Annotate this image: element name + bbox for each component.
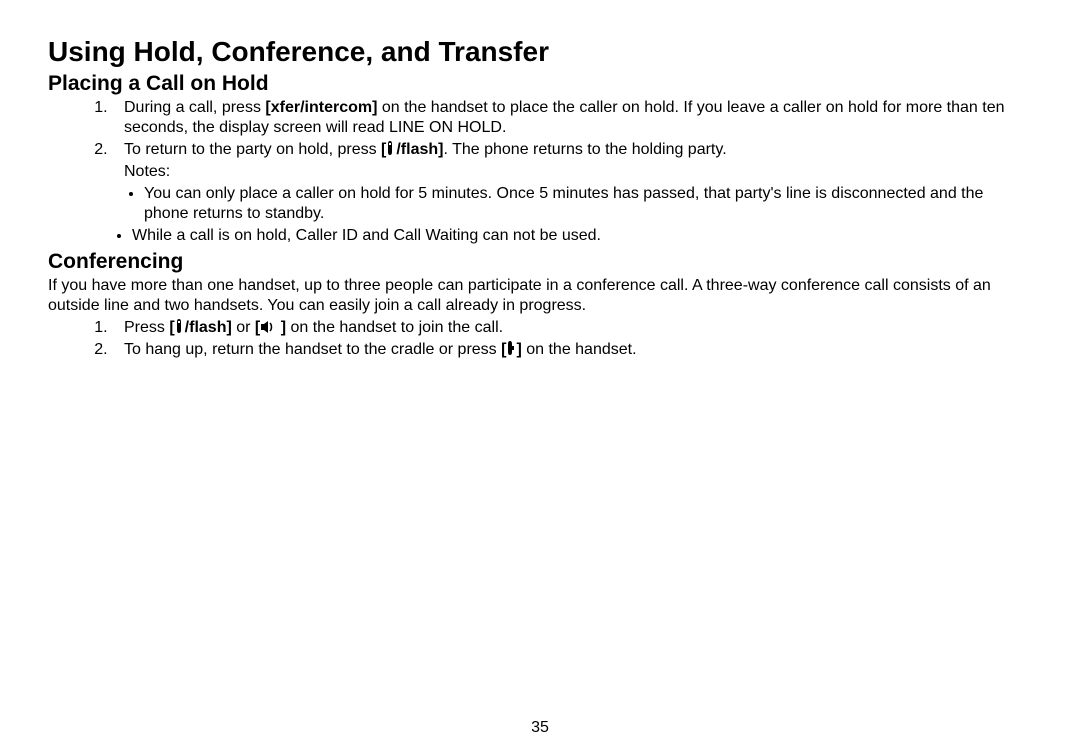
section-heading-conf: Conferencing <box>48 250 1032 274</box>
speaker-key-close: ] <box>276 319 286 336</box>
conf-steps-list: Press [/flash] or [ ] on the handset to … <box>48 318 1032 360</box>
page-number: 35 <box>0 719 1080 737</box>
hold-steps-list: During a call, press [xfer/intercom] on … <box>48 98 1032 224</box>
text: To return to the party on hold, press <box>124 141 381 158</box>
text: on the handset to join the call. <box>286 319 503 336</box>
flash-key-close: /flash] <box>396 141 443 158</box>
conf-step-2: To hang up, return the handset to the cr… <box>112 340 1032 360</box>
text: Press <box>124 319 169 336</box>
hold-step-1: During a call, press [xfer/intercom] on … <box>112 98 1032 138</box>
text: . The phone returns to the holding party… <box>443 141 726 158</box>
speaker-icon <box>260 320 276 334</box>
text: or <box>232 319 255 336</box>
talk-icon <box>386 140 396 156</box>
conf-intro: If you have more than one handset, up to… <box>48 276 1032 316</box>
text: To hang up, return the handset to the cr… <box>124 341 501 358</box>
text: During a call, press <box>124 99 265 116</box>
flash-key-close: /flash] <box>185 319 232 336</box>
manual-page: Using Hold, Conference, and Transfer Pla… <box>0 0 1080 755</box>
conf-step-1: Press [/flash] or [ ] on the handset to … <box>112 318 1032 338</box>
note-item: While a call is on hold, Caller ID and C… <box>132 226 1032 246</box>
note-item: You can only place a caller on hold for … <box>144 184 1032 224</box>
talk-icon <box>175 318 185 334</box>
notes-label: Notes: <box>124 162 1032 182</box>
hold-step-2: To return to the party on hold, press [/… <box>112 140 1032 224</box>
page-title: Using Hold, Conference, and Transfer <box>48 36 1032 68</box>
end-icon <box>506 340 516 356</box>
xfer-intercom-key: [xfer/intercom] <box>265 99 377 116</box>
notes-list: You can only place a caller on hold for … <box>124 184 1032 224</box>
text: on the handset. <box>522 341 637 358</box>
notes-list-outer: While a call is on hold, Caller ID and C… <box>48 226 1032 246</box>
section-heading-hold: Placing a Call on Hold <box>48 72 1032 96</box>
